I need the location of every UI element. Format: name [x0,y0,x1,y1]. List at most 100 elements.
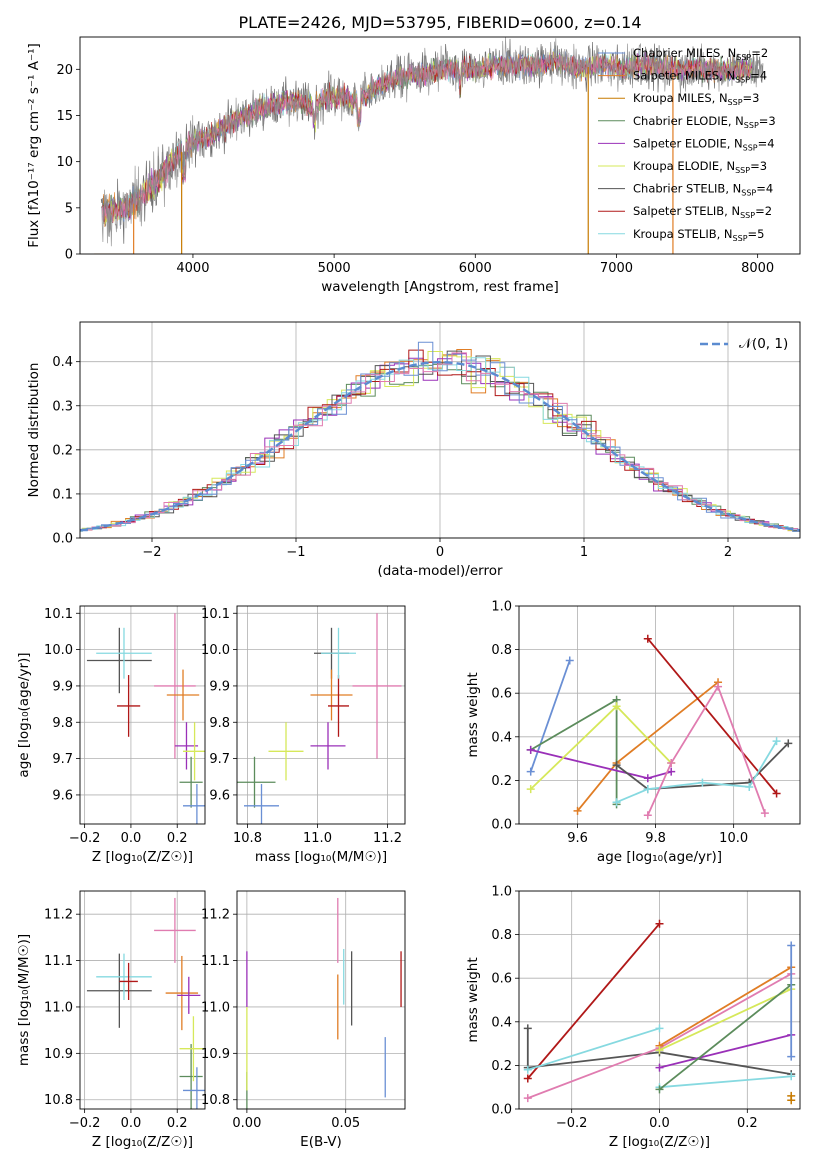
chart-z-weight: −0.2 0.0 0.2 0.0 0.2 0.4 0.6 0.8 1.0 Z [log₁₀(Z/Z… [465,885,801,1150]
legend-label-suffix: =4 [758,136,775,150]
legend-label-sub: SSP [735,76,750,85]
y-tick-label: 10.9 [44,1047,73,1062]
y-axis-label: mass weight [465,672,481,757]
x-tick-label: 0.2 [167,1116,188,1131]
legend-label-main: Kroupa ELODIE, N [633,159,735,173]
series-line [659,1034,792,1069]
series-marker [698,778,707,787]
legend-label: Chabrier ELODIE, NSSP=3 [633,114,776,130]
y-tick-label: 0.8 [491,928,512,943]
y-tick-label: 0.2 [52,443,73,458]
x-tick-label: 5000 [318,261,351,276]
y-axis-label: mass [log₁₀(M/M☉)] [16,934,32,1066]
series-line [659,1075,792,1089]
chart-z-age: −0.2 0.0 0.2 9.6 9.7 9.8 9.9 10.0 10.1 Z [log₁₀(Z… [16,605,206,865]
legend-label-suffix: =3 [750,159,767,173]
legend-label-main: Salpeter MILES, N [633,69,735,83]
y-tick-label: 10.0 [44,643,73,658]
series-marker [526,767,535,776]
legend-label: Kroupa MILES, NSSP=3 [633,91,759,107]
legend-label-main: Chabrier MILES, N [633,46,736,60]
axes-frame [236,890,406,1110]
legend: 𝒩(0, 1) [700,336,788,352]
plot-area [237,606,405,824]
legend-label-main: Kroupa STELIB, N [633,227,733,241]
plot-area [519,891,800,1109]
axes-frame [79,605,206,825]
series-line [647,638,778,795]
y-tick-label: 11.1 [44,954,73,969]
series-marker [714,682,723,691]
series-marker [667,767,676,776]
legend-label-suffix: =4 [750,69,767,83]
spectrum-line [100,37,764,247]
series-marker [526,745,535,754]
legend-label-main: Kroupa MILES, N [633,91,728,105]
series-line [529,660,571,772]
series-marker [526,785,535,794]
y-tick-label: 0 [65,248,73,263]
x-axis-label: (data-model)/error [377,563,503,579]
series-marker [523,1065,532,1074]
series-marker [784,739,793,748]
y-tick-label: 0.0 [491,818,512,833]
x-tick-label: 0.00 [232,1116,261,1131]
x-tick-label: 8000 [741,261,774,276]
series-line [658,983,792,1091]
axes-frame [79,36,801,255]
legend-label: Chabrier MILES, NSSP=2 [633,46,768,62]
normal-curve [80,360,800,532]
x-axis-label: Z [log₁₀(Z/Z☉)] [609,1134,710,1150]
legend-label: Salpeter STELIB, NSSP=2 [633,204,772,220]
y-tick-label: 11.0 [44,1000,73,1015]
x-axis-label: E(B-V) [300,1134,342,1150]
chart-residuals: −2 −1 0 1 2 0.0 0.1 0.2 0.3 0.4 𝒩(0, 1) (data-model… [26,321,801,579]
series-marker [523,1024,532,1033]
y-tick-label: 0.4 [52,355,73,370]
series-line [527,1027,660,1071]
legend-label-sub: SSP [743,143,758,152]
chart-ebv-mass: 0.00 0.05 10.8 10.9 11.0 11.1 11.2 E(B-V) [201,890,406,1150]
series-line [659,988,792,1051]
chart-age-weight: 9.6 9.8 10.0 0.0 0.2 0.4 0.6 0.8 1.0 age [log₁₀(a… [465,600,801,865]
x-tick-label: 0.2 [167,831,188,846]
series-marker [787,1096,796,1105]
y-tick-label: 9.6 [209,788,230,803]
x-tick-label: 9.8 [645,831,666,846]
chart-spectrum: 4000 5000 6000 7000 8000 0 5 10 15 20 Chabrier MIL… [26,36,801,295]
series-marker [643,634,652,643]
legend-label-suffix: =3 [743,91,760,105]
legend-label-sub: SSP [728,98,743,107]
series-marker [655,1024,664,1033]
x-tick-label: 0 [436,545,444,560]
series-marker [655,1063,664,1072]
x-tick-label: 11.0 [303,831,332,846]
histogram [80,349,800,531]
series-marker [523,1094,532,1103]
y-tick-label: 1.0 [491,885,512,900]
legend-label: Salpeter ELODIE, NSSP=4 [633,136,775,152]
y-tick-label: 0.0 [52,532,73,547]
y-tick-label: 9.6 [52,788,73,803]
y-tick-label: 0.6 [491,972,512,987]
x-tick-label: 0.0 [649,1116,670,1131]
y-tick-label: 0.0 [491,1103,512,1118]
legend-label-suffix: =4 [756,182,773,196]
y-axis-label: Flux [fλ10⁻¹⁷ erg cm⁻² s⁻¹ A⁻¹] [26,43,42,248]
y-axis-label: mass weight [465,957,481,1042]
y-tick-label: 10.8 [201,1093,230,1108]
y-tick-label: 0.3 [52,399,73,414]
y-tick-label: 9.9 [209,679,230,694]
y-tick-label: 0.2 [491,1059,512,1074]
y-tick-label: 10.9 [201,1047,230,1062]
y-tick-label: 0.4 [491,730,512,745]
x-tick-label: 4000 [176,261,209,276]
chart-mass-age: 10.8 11.0 11.2 9.6 9.7 9.8 9.9 10.0 10.1 mass [lo… [201,605,406,865]
y-tick-label: 11.0 [201,1000,230,1015]
series-marker [643,811,652,820]
series-marker [523,1074,532,1083]
legend-label-sub: SSP [740,211,755,220]
